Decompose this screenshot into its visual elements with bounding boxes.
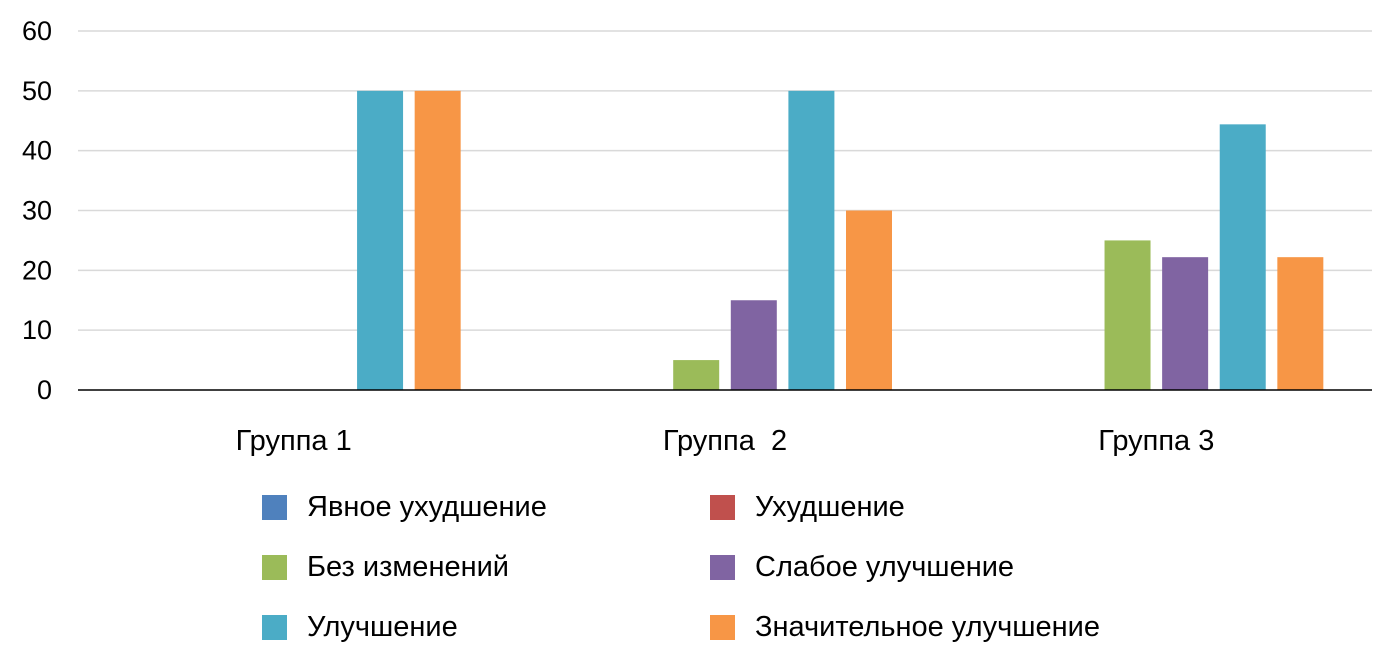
bar-chart: 0 10 20 30 40 50 60 Группа 1 Группа 2 Группа 3 xyxy=(22,16,1372,457)
category-labels: Группа 1 Группа 2 Группа 3 xyxy=(236,425,1215,457)
category-label: Группа 3 xyxy=(1098,425,1214,457)
legend: Явное ухудшение Ухудшение Без изменений Сла… xyxy=(262,488,1100,646)
y-tick-label: 0 xyxy=(37,375,52,405)
bar-group1-series6 xyxy=(414,90,461,390)
legend-swatch xyxy=(262,494,287,520)
legend-label: Значительное улучшение xyxy=(755,610,1100,643)
legend-label: Ухудшение xyxy=(755,490,905,523)
y-tick-label: 50 xyxy=(22,76,52,106)
legend-label: Явное ухудшение xyxy=(307,490,547,523)
legend-swatch xyxy=(710,494,735,520)
bar-group3-series6 xyxy=(1277,257,1324,390)
bar-group1-series5 xyxy=(357,90,404,390)
bar-group2-series6 xyxy=(846,210,892,390)
bar-group2-series3 xyxy=(673,360,720,390)
category-label: Группа 2 xyxy=(663,425,787,457)
y-tick-label: 40 xyxy=(22,136,52,166)
y-tick-label: 60 xyxy=(22,16,52,46)
legend-item: Без изменений xyxy=(262,548,710,586)
category-label: Группа 1 xyxy=(236,425,352,457)
bar-group3-series3 xyxy=(1104,240,1151,390)
legend-swatch xyxy=(262,614,287,640)
legend-item: Явное ухудшение xyxy=(262,488,710,526)
legend-label: Улучшение xyxy=(307,610,458,643)
y-tick-label: 10 xyxy=(22,315,52,345)
legend-item: Значительное улучшение xyxy=(710,608,1100,646)
y-tick-label: 20 xyxy=(22,255,52,285)
bars xyxy=(357,90,1324,390)
legend-swatch xyxy=(710,554,735,580)
bar-group3-series5 xyxy=(1219,124,1266,390)
grid-lines xyxy=(78,30,1372,331)
legend-item: Слабое улучшение xyxy=(710,548,1070,586)
legend-item: Улучшение xyxy=(262,608,710,646)
legend-swatch xyxy=(262,554,287,580)
bar-group2-series4 xyxy=(730,300,777,390)
legend-label: Слабое улучшение xyxy=(755,550,1015,583)
y-tick-label: 30 xyxy=(22,196,52,226)
legend-label: Без изменений xyxy=(307,550,509,583)
bar-group3-series4 xyxy=(1162,257,1209,390)
bar-group2-series5 xyxy=(788,90,835,390)
legend-swatch xyxy=(710,614,735,640)
legend-item: Ухудшение xyxy=(710,488,1070,526)
y-axis-ticks: 0 10 20 30 40 50 60 xyxy=(22,16,52,405)
